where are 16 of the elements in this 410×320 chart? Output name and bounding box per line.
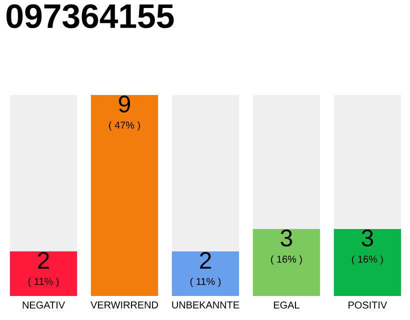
x-tick-label: EGAL — [274, 302, 300, 309]
data-label: 3 — [362, 230, 374, 246]
data-label: 2 — [200, 252, 211, 269]
x-tick-label: NEGATIV — [22, 302, 65, 309]
x-tick-label: UNBEKANNTE — [172, 302, 240, 308]
annotation: ( 47% ) — [109, 121, 140, 131]
annotation: ( 16% ) — [352, 255, 383, 265]
annotation: ( 16% ) — [271, 255, 302, 265]
data-label: 2 — [38, 252, 49, 269]
data-label: 3 — [280, 230, 292, 246]
data-label: 9 — [118, 96, 130, 112]
x-tick-label: POSITIV — [348, 302, 388, 309]
annotation: ( 11% ) — [28, 278, 59, 287]
x-tick-label: VERWIRREND — [90, 302, 158, 308]
annotation: ( 11% ) — [190, 278, 221, 287]
chart-title: 097364155 — [6, 4, 174, 28]
